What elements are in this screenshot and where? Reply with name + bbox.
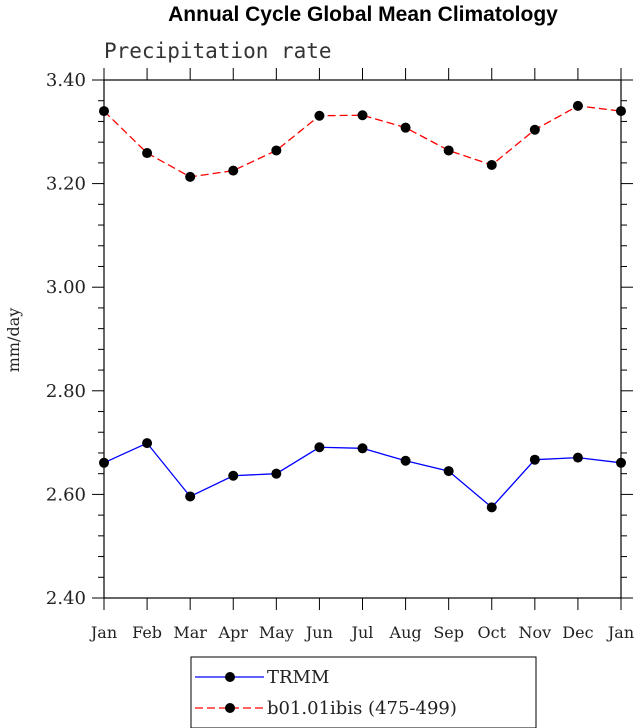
data-point [616, 457, 626, 468]
data-point [616, 106, 626, 117]
x-tick-label: Nov [518, 623, 551, 642]
y-tick-label: 3.00 [46, 277, 86, 298]
x-tick-labels: Jan Feb Mar Apr May Jun Jul Aug Sep Oct Nov Dec Jan [89, 623, 634, 642]
y-tick-labels: 2.40 2.60 2.80 3.00 3.20 3.40 [46, 70, 86, 609]
data-point [572, 100, 583, 111]
x-tick-label: Mar [173, 623, 207, 642]
legend-marker [225, 672, 235, 682]
tick-marks [92, 68, 633, 610]
data-point [185, 491, 196, 502]
y-tick-label: 2.60 [46, 484, 86, 505]
data-point [572, 452, 583, 463]
data-point [486, 159, 497, 170]
x-tick-label: Feb [132, 623, 162, 642]
series-layer [99, 100, 626, 513]
x-tick-label: Jan [606, 623, 634, 642]
x-tick-label: Dec [562, 623, 593, 642]
chart-title: Annual Cycle Global Mean Climatology [168, 3, 558, 26]
data-point [314, 442, 325, 453]
x-tick-label: Jan [89, 623, 117, 642]
legend: TRMM b01.01ibis (475-499) [195, 667, 457, 719]
plot-frame [103, 79, 622, 599]
data-point [99, 106, 109, 117]
data-point [400, 455, 411, 466]
x-tick-label: Sep [433, 623, 464, 642]
x-tick-label: Aug [389, 623, 422, 642]
legend-box [190, 656, 537, 728]
data-point [443, 466, 454, 477]
y-tick-label: 3.40 [46, 70, 86, 91]
data-point [443, 145, 454, 156]
data-point [314, 110, 325, 121]
y-tick-label: 3.20 [46, 174, 86, 195]
data-point [271, 468, 282, 479]
data-point [142, 148, 153, 159]
series-2 [99, 100, 626, 182]
legend-label: TRMM [267, 667, 329, 688]
y-axis-label: mm/day [4, 308, 23, 373]
data-point [228, 165, 239, 176]
y-tick-label: 2.80 [46, 381, 86, 402]
data-point [228, 470, 239, 481]
data-point [357, 110, 368, 121]
legend-label: b01.01ibis (475-499) [267, 698, 457, 719]
x-tick-label: Oct [477, 623, 506, 642]
data-point [529, 454, 540, 465]
data-point [99, 457, 109, 468]
x-tick-label: Jul [350, 623, 374, 642]
series-1 [99, 438, 626, 513]
data-point [529, 124, 540, 135]
y-tick-label: 2.40 [46, 588, 86, 609]
legend-marker [225, 703, 235, 713]
x-tick-label: Apr [218, 623, 249, 642]
chart-subtitle: Precipitation rate [104, 39, 332, 63]
data-point [271, 145, 282, 156]
data-point [486, 502, 497, 513]
x-tick-label: May [259, 623, 294, 642]
x-tick-label: Jun [304, 623, 333, 642]
data-point [357, 443, 368, 454]
data-point [142, 438, 153, 449]
data-point [185, 171, 196, 182]
data-point [400, 122, 411, 133]
